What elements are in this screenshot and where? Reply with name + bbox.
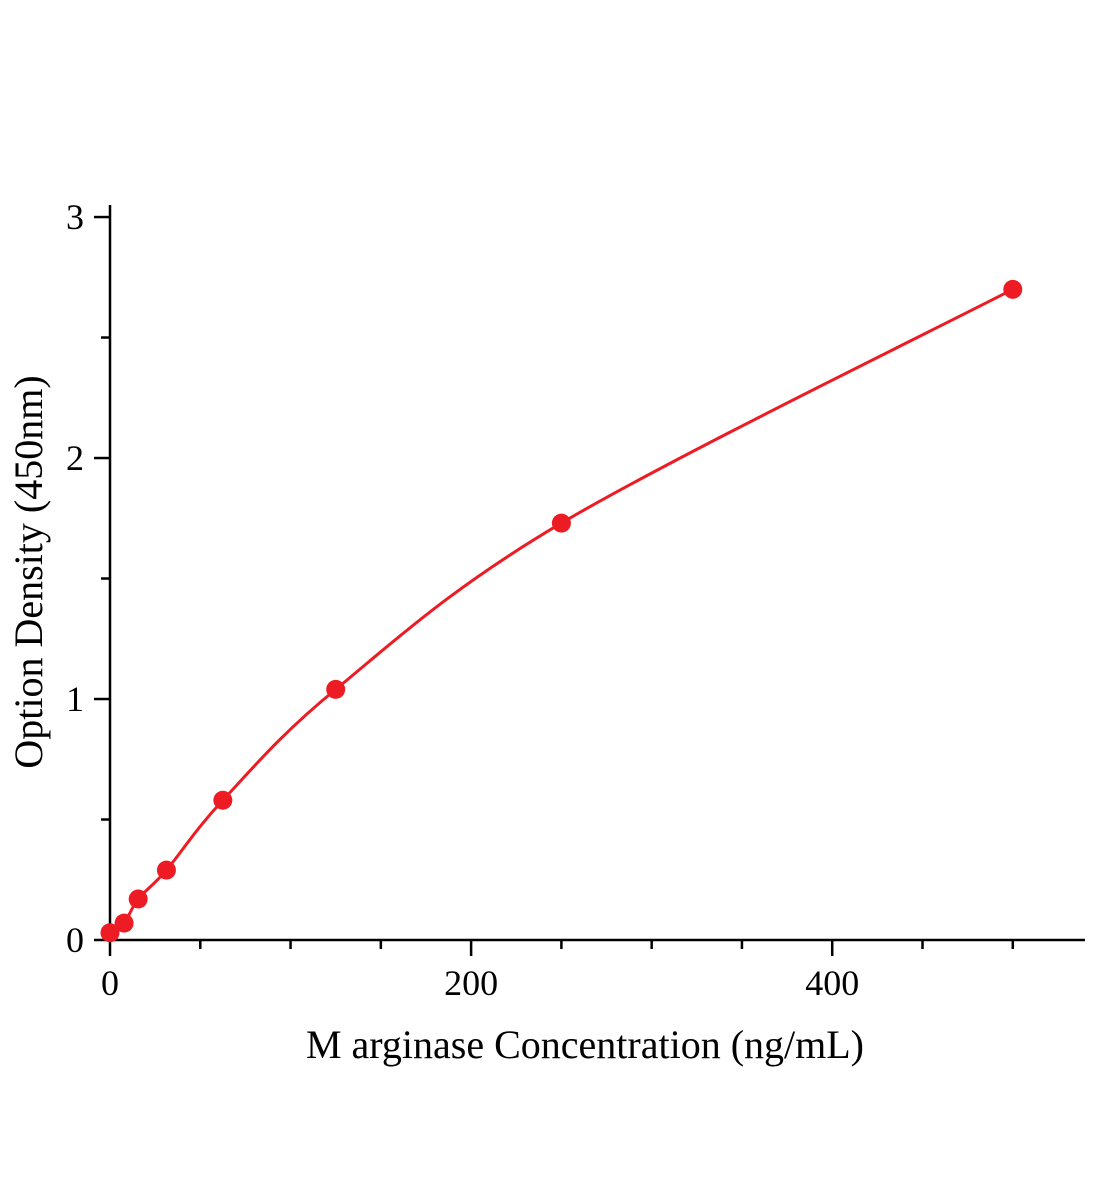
standard-curve-line xyxy=(109,288,1014,935)
series-group xyxy=(100,279,1023,943)
y-tick-label: 0 xyxy=(66,920,84,960)
data-point xyxy=(128,889,148,909)
data-point xyxy=(156,860,176,880)
data-point xyxy=(213,790,233,810)
data-point xyxy=(551,513,571,533)
x-tick-label: 400 xyxy=(805,963,859,1003)
x-tick-label: 0 xyxy=(101,963,119,1003)
x-axis-title: M arginase Concentration (ng/mL) xyxy=(306,1022,864,1067)
y-tick-label: 1 xyxy=(66,679,84,719)
data-point xyxy=(326,679,346,699)
y-tick-label: 3 xyxy=(66,197,84,237)
data-point xyxy=(114,913,134,933)
data-point xyxy=(100,923,120,943)
data-point xyxy=(1003,279,1023,299)
x-tick-label: 200 xyxy=(444,963,498,1003)
y-tick-label: 2 xyxy=(66,438,84,478)
y-axis-title: Option Density (450nm) xyxy=(6,375,51,768)
axes-group: 0 200 400 0 1 2 3 xyxy=(66,197,1085,1003)
